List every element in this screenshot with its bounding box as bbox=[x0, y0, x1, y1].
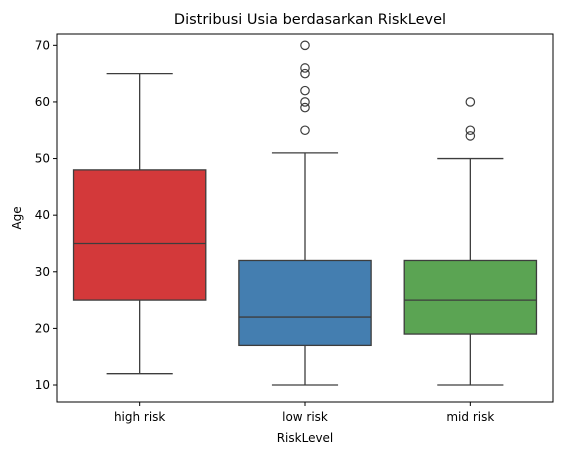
outlier-point bbox=[465, 125, 476, 136]
x-tick-label: low risk bbox=[282, 410, 328, 424]
x-tick-label: high risk bbox=[114, 410, 165, 424]
x-axis-label: RiskLevel bbox=[277, 431, 334, 445]
iqr-box bbox=[403, 259, 538, 335]
y-tick-label: 60 bbox=[35, 95, 50, 109]
chart-title: Distribusi Usia berdasarkan RiskLevel bbox=[174, 12, 446, 28]
y-tick-label: 70 bbox=[35, 38, 50, 52]
outlier-point bbox=[300, 125, 310, 136]
iqr-box bbox=[238, 259, 372, 347]
iqr-box bbox=[72, 169, 207, 301]
outlier-point bbox=[300, 68, 310, 79]
x-tick-label: mid risk bbox=[446, 410, 494, 424]
box-group-high-risk bbox=[72, 72, 207, 375]
outlier-point bbox=[300, 63, 310, 73]
y-tick-label: 30 bbox=[35, 265, 50, 279]
y-tick-label: 40 bbox=[35, 208, 50, 222]
outlier-point bbox=[300, 97, 310, 107]
outlier-point bbox=[300, 85, 310, 96]
x-axis: high risk low risk mid risk bbox=[114, 402, 494, 424]
plot-frame bbox=[56, 33, 554, 403]
outlier-point bbox=[465, 97, 476, 107]
plot-area bbox=[72, 40, 538, 386]
box-group-low-risk bbox=[238, 40, 372, 386]
outlier-point bbox=[300, 102, 310, 113]
y-tick-label: 50 bbox=[35, 152, 50, 166]
box-group-mid-risk bbox=[403, 97, 538, 386]
outlier-point bbox=[300, 40, 310, 51]
y-axis: 10 20 30 40 50 60 70 bbox=[35, 38, 57, 392]
y-tick-label: 10 bbox=[35, 378, 50, 392]
y-tick-label: 20 bbox=[35, 321, 50, 335]
outlier-point bbox=[465, 131, 476, 141]
y-axis-label: Age bbox=[10, 206, 24, 229]
